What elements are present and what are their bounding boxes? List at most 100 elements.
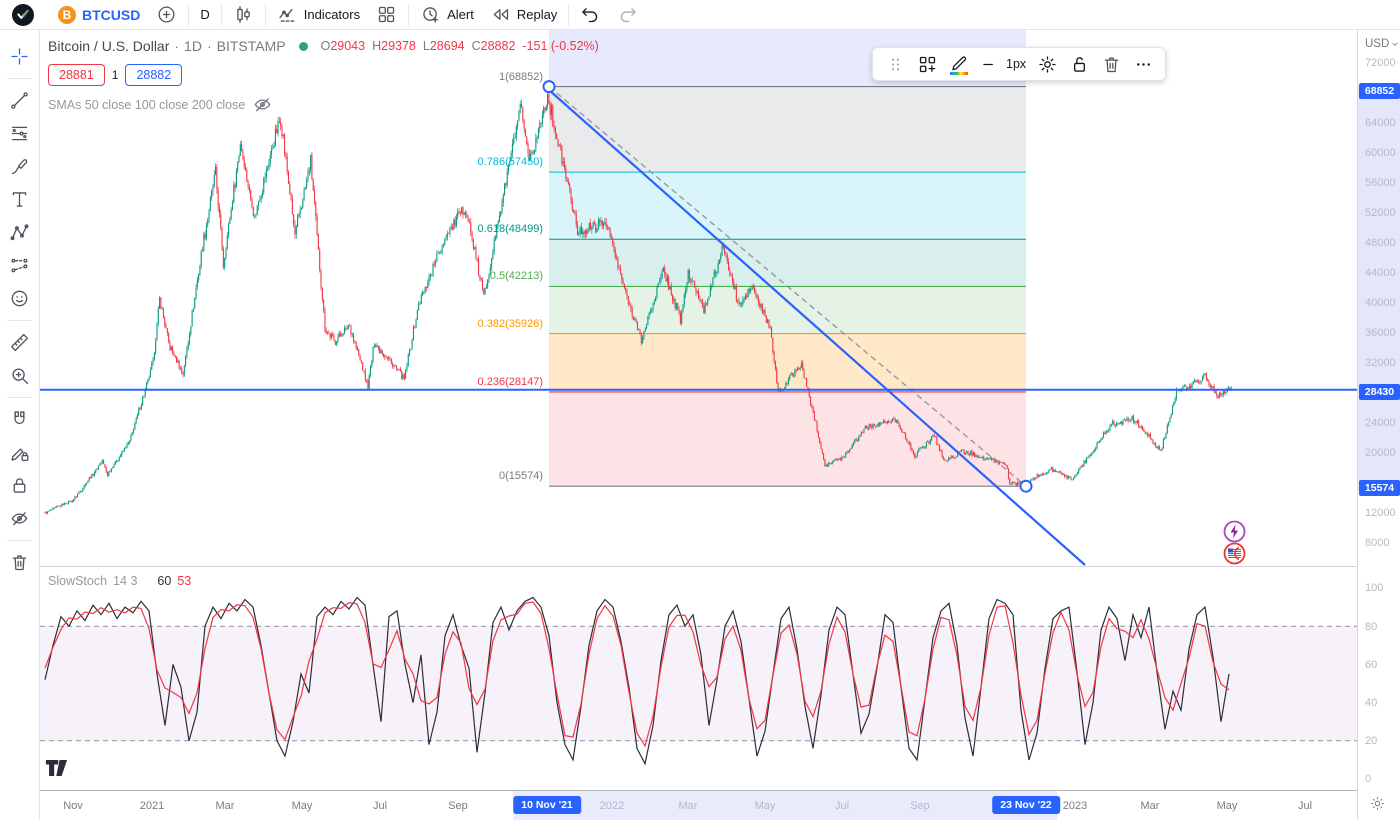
trash-icon bbox=[1101, 54, 1122, 75]
price-axis-tick: 8000 bbox=[1365, 537, 1390, 549]
pane-divider[interactable] bbox=[40, 566, 1357, 567]
replay-button[interactable]: Replay bbox=[482, 0, 565, 30]
price-axis-selection-highlight bbox=[1358, 86, 1400, 491]
stochastic-pane[interactable] bbox=[40, 567, 1357, 790]
magnet-icon bbox=[9, 409, 30, 430]
alert-button[interactable]: Alert bbox=[412, 0, 482, 30]
symbol-name: BTCUSD bbox=[82, 6, 141, 23]
zoom-in-tool[interactable] bbox=[3, 359, 37, 392]
forecast-tool[interactable] bbox=[3, 249, 37, 282]
legend-interval[interactable]: 1D bbox=[184, 38, 202, 54]
magnet-tool[interactable] bbox=[3, 403, 37, 436]
candles-icon bbox=[233, 4, 254, 25]
xabcd-pattern-tool[interactable] bbox=[3, 216, 37, 249]
save-template-button[interactable] bbox=[913, 50, 941, 78]
interval-button[interactable]: D bbox=[192, 0, 217, 30]
interval-label: D bbox=[200, 7, 210, 22]
trendline-icon bbox=[9, 90, 30, 111]
stoch-params: 14 3 bbox=[113, 574, 138, 588]
tradingview-watermark[interactable] bbox=[45, 758, 75, 783]
legend-title[interactable]: Bitcoin / U.S. Dollar bbox=[48, 38, 170, 54]
trade-buttons-row: 28881 1 28882 bbox=[48, 64, 183, 86]
main-price-pane[interactable] bbox=[40, 30, 1357, 566]
line-width-button[interactable]: 1px bbox=[977, 50, 1029, 78]
axis-settings-gear-icon[interactable] bbox=[1369, 795, 1386, 817]
toolbar-separator bbox=[188, 3, 190, 26]
lock-icon bbox=[9, 475, 30, 496]
stoch-name[interactable]: SlowStoch bbox=[48, 574, 108, 588]
time-axis-label: Mar bbox=[678, 799, 698, 812]
indicator-templates-button[interactable] bbox=[368, 0, 405, 30]
drag-handle-icon bbox=[885, 54, 906, 75]
main-menu-button[interactable] bbox=[4, 0, 42, 30]
legend-exchange[interactable]: BITSTAMP bbox=[216, 38, 286, 54]
measure-ruler-tool[interactable] bbox=[3, 326, 37, 359]
time-axis-anchor-badge: 23 Nov '22 bbox=[992, 796, 1060, 814]
compare-add-symbol-button[interactable] bbox=[148, 0, 185, 30]
price-axis[interactable]: USD 72000 64000 60000 56000 52000 48000 44000 4… bbox=[1357, 30, 1400, 820]
price-axis-tick: 24000 bbox=[1365, 417, 1396, 429]
crosshair-tool[interactable] bbox=[3, 40, 37, 73]
ruler-icon bbox=[9, 332, 30, 353]
price-axis-tick: 32000 bbox=[1365, 357, 1396, 369]
symbol-legend: Bitcoin / U.S. Dollar · 1D · BITSTAMP O2… bbox=[48, 38, 599, 54]
redo-icon bbox=[617, 4, 638, 25]
line-color-button[interactable] bbox=[945, 50, 973, 78]
sma-label[interactable]: SMAs 50 close 100 close 200 close bbox=[48, 97, 246, 112]
hide-drawings-tool[interactable] bbox=[3, 502, 37, 535]
gear-icon bbox=[1037, 54, 1058, 75]
more-options-button[interactable] bbox=[1129, 50, 1157, 78]
line-width-label: 1px bbox=[1006, 57, 1027, 71]
toolbar-drag-handle[interactable] bbox=[881, 50, 909, 78]
currency-selector[interactable]: USD bbox=[1365, 38, 1399, 50]
indicators-label: Indicators bbox=[303, 7, 361, 22]
lock-drawings-tool[interactable] bbox=[3, 469, 37, 502]
symbol-search-button[interactable]: B BTCUSD bbox=[50, 0, 148, 30]
stoch-indicator-row: SlowStoch 14 3 60 53 bbox=[48, 574, 191, 588]
brush-tool[interactable] bbox=[3, 150, 37, 183]
time-axis-label: May bbox=[291, 799, 313, 812]
undo-button[interactable] bbox=[572, 0, 609, 30]
time-axis-label: May bbox=[754, 799, 776, 812]
trendline-tool[interactable] bbox=[3, 84, 37, 117]
fib-band bbox=[549, 333, 1026, 392]
fib-level-label: 0.5(42213) bbox=[489, 270, 543, 283]
lightning-event-marker[interactable] bbox=[1223, 520, 1246, 548]
time-axis-label: Sep bbox=[910, 799, 930, 812]
stoch-d-value: 53 bbox=[177, 574, 192, 588]
emoji-icon bbox=[9, 288, 30, 309]
economic-event-flag-marker[interactable] bbox=[1223, 542, 1246, 570]
text-tool[interactable] bbox=[3, 183, 37, 216]
currency-label: USD bbox=[1365, 38, 1390, 50]
stay-drawing-mode-tool[interactable] bbox=[3, 436, 37, 469]
pencillock-icon bbox=[9, 442, 30, 463]
stoch-d-line bbox=[44, 601, 1230, 748]
fib-band bbox=[549, 391, 1026, 487]
sell-button[interactable]: 28881 bbox=[48, 64, 105, 86]
forecast-icon bbox=[9, 255, 30, 276]
price-axis-tick: 40000 bbox=[1365, 297, 1396, 309]
time-axis-label: 2022 bbox=[599, 799, 625, 812]
emoji-tool[interactable] bbox=[3, 282, 37, 315]
lock-drawing-button[interactable] bbox=[1065, 50, 1093, 78]
redo-button[interactable] bbox=[609, 0, 646, 30]
settings-button[interactable] bbox=[1033, 50, 1061, 78]
sidebar-separator bbox=[6, 78, 33, 79]
price-axis-tick: 48000 bbox=[1365, 237, 1396, 249]
more-dots-icon bbox=[1133, 54, 1154, 75]
chart-style-button[interactable] bbox=[225, 0, 262, 30]
indicators-button[interactable]: Indicators bbox=[269, 0, 368, 30]
chevron-down-icon bbox=[1392, 42, 1398, 46]
legend-separator: · bbox=[206, 38, 212, 54]
indicators-icon bbox=[277, 4, 298, 25]
sidebar-separator bbox=[6, 320, 33, 321]
fib-retracement-tool[interactable] bbox=[3, 117, 37, 150]
template-add-icon bbox=[917, 54, 938, 75]
time-axis-selection-highlight bbox=[513, 791, 1057, 820]
time-axis[interactable]: Nov 2021 Mar May Jul Sep 2022 Mar May Jul Sep 2023 M… bbox=[40, 790, 1357, 820]
delete-drawing-button[interactable] bbox=[1097, 50, 1125, 78]
fib-icon bbox=[9, 123, 30, 144]
remove-drawings-tool[interactable] bbox=[3, 546, 37, 579]
eye-off-icon[interactable] bbox=[252, 94, 273, 115]
buy-button[interactable]: 28882 bbox=[125, 64, 183, 86]
